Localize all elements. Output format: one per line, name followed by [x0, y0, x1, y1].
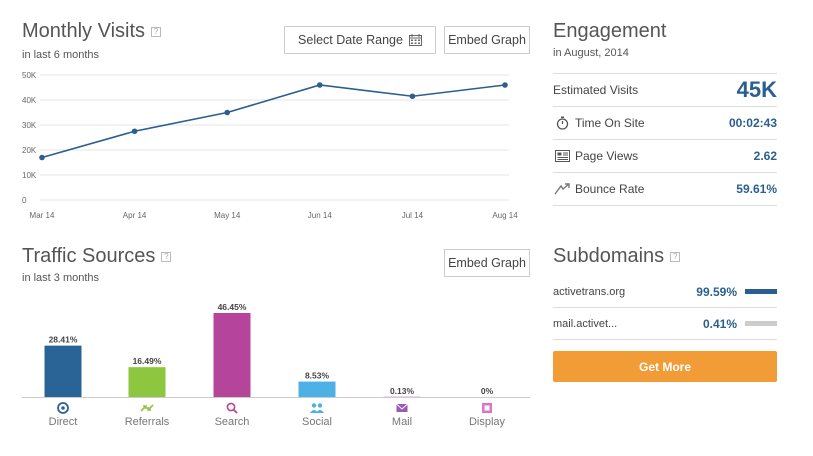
category-label: Display [469, 416, 506, 428]
stopwatch-icon [553, 116, 571, 130]
estimated-visits-row: Estimated Visits 45K [553, 73, 777, 106]
y-tick-label: 20K [22, 146, 37, 155]
subdomain-row[interactable]: mail.activet... 0.41% [553, 308, 777, 340]
engagement-subtitle: in August, 2014 [553, 47, 629, 59]
time-on-site-label: Time On Site [575, 116, 645, 130]
subdomain-name[interactable]: mail.activet... [553, 317, 618, 330]
bar-value-label: 0.13% [390, 386, 415, 396]
visits-data-point[interactable] [39, 154, 45, 161]
social-icon [310, 403, 324, 413]
subdomain-percent: 0.41% [702, 316, 737, 331]
x-tick-label: Jun 14 [308, 211, 333, 220]
help-icon[interactable]: ? [670, 252, 681, 262]
bar-value-label: 28.41% [49, 335, 78, 345]
embed-graph-button-traffic[interactable]: Embed Graph [444, 249, 530, 277]
estimated-visits-label: Estimated Visits [553, 83, 639, 97]
visits-data-point[interactable] [131, 128, 138, 135]
monthly-visits-subtitle: in last 6 months [22, 49, 100, 61]
bar-direct[interactable] [44, 345, 82, 397]
bar-value-label: 0% [481, 386, 494, 396]
visits-data-point[interactable] [317, 82, 323, 88]
visits-series-line [41, 84, 506, 159]
bar-value-label: 8.53% [305, 371, 330, 381]
page-views-value: 2.62 [753, 149, 777, 163]
x-tick-label: Aug 14 [492, 211, 518, 220]
y-tick-label: 30K [22, 121, 37, 130]
subdomain-percent: 99.59% [696, 284, 737, 299]
time-on-site-value: 00:02:43 [728, 116, 777, 130]
category-label: Mail [392, 416, 412, 428]
bounce-rate-row: Bounce Rate 59.61% [553, 172, 777, 206]
bar-search[interactable] [213, 313, 251, 397]
bounce-rate-label: Bounce Rate [575, 182, 645, 196]
traffic-sources-title: Traffic Sources? [22, 245, 172, 268]
engagement-title: Engagement [553, 20, 667, 42]
y-tick-label: 50K [22, 71, 37, 80]
search-icon [226, 402, 238, 414]
page-views-row: Page Views 2.62 [553, 139, 777, 172]
direct-icon [57, 402, 69, 414]
page-views-icon [553, 150, 571, 162]
visits-data-point[interactable] [409, 93, 416, 100]
bar-value-label: 46.45% [218, 302, 247, 312]
x-tick-label: May 14 [214, 211, 241, 220]
time-on-site-row: Time On Site 00:02:43 [553, 106, 777, 139]
bar-referrals[interactable] [128, 367, 166, 397]
embed-graph-button[interactable]: Embed Graph [444, 26, 530, 54]
x-tick-label: Mar 14 [30, 211, 55, 220]
bounce-icon [553, 183, 571, 195]
calendar-icon [408, 34, 422, 46]
get-more-button[interactable]: Get More [553, 351, 777, 382]
subdomain-row[interactable]: activetrans.org 99.59% [553, 276, 777, 308]
page-views-label: Page Views [575, 149, 639, 163]
y-tick-label: 40K [22, 96, 37, 105]
subdomain-bar [745, 321, 777, 326]
category-label: Direct [49, 416, 78, 428]
referrals-icon [140, 404, 154, 412]
visits-data-point[interactable] [224, 109, 230, 116]
subdomain-name[interactable]: activetrans.org [553, 285, 626, 298]
bar-value-label: 16.49% [133, 356, 162, 366]
estimated-visits-value: 45K [736, 77, 777, 102]
bar-social[interactable] [298, 381, 336, 397]
monthly-visits-chart: 0 10K 20K 30K 40K 50K Mar 14 Apr 14 May 14 Jun 14… [22, 71, 518, 220]
y-tick-label: 10K [22, 171, 37, 180]
traffic-sources-chart: 28.41% Direct 16.49% Referrals 46.45% Search 8… [22, 302, 530, 428]
subdomains-title: Subdomains? [553, 245, 681, 268]
category-label: Search [215, 416, 250, 428]
visits-data-point[interactable] [502, 82, 508, 88]
date-range-label: Select Date Range [298, 33, 403, 47]
category-label: Referrals [125, 416, 170, 428]
subdomain-bar [745, 289, 777, 294]
help-icon[interactable]: ? [161, 252, 172, 262]
x-tick-label: Apr 14 [123, 211, 147, 220]
x-tick-label: Jul 14 [402, 211, 424, 220]
category-label: Social [302, 416, 332, 428]
traffic-sources-subtitle: in last 3 months [22, 272, 100, 284]
display-icon [482, 403, 492, 413]
bounce-rate-value: 59.61% [736, 182, 777, 196]
mail-icon [396, 403, 408, 412]
select-date-range-button[interactable]: Select Date Range [284, 26, 436, 54]
monthly-visits-title: Monthly Visits? [22, 20, 162, 43]
help-icon[interactable]: ? [151, 27, 162, 37]
y-tick-label: 0 [22, 196, 27, 205]
